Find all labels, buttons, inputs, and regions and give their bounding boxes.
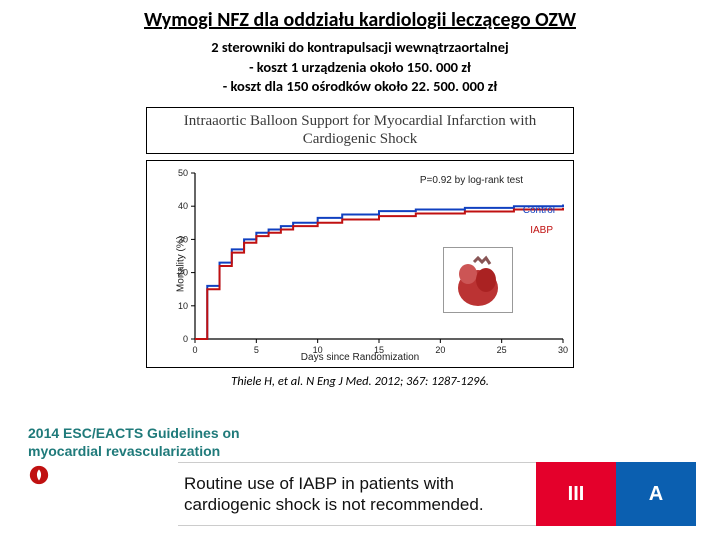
recommendation-row: Routine use of IABP in patients with car… xyxy=(178,462,696,526)
recommendation-level-box: A xyxy=(616,462,696,526)
recommendation-text: Routine use of IABP in patients with car… xyxy=(178,462,536,526)
heart-inset xyxy=(443,247,513,313)
guidelines-header: 2014 ESC/EACTS Guidelines on myocardial … xyxy=(28,425,280,460)
svg-text:40: 40 xyxy=(178,201,188,211)
esc-logo-icon xyxy=(28,464,50,486)
subtitle-line: - koszt 1 urządzenia około 150. 000 zł xyxy=(0,58,720,78)
chart-container: 01020304050051015202530 Mortality (%) Da… xyxy=(146,160,574,368)
x-axis-label: Days since Randomization xyxy=(147,352,573,363)
subtitle-line: 2 sterowniki do kontrapulsacji wewnątrza… xyxy=(0,38,720,58)
svg-text:10: 10 xyxy=(178,301,188,311)
y-axis-label: Mortality (%) xyxy=(176,236,187,292)
subtitle-block: 2 sterowniki do kontrapulsacji wewnątrza… xyxy=(0,38,720,97)
svg-text:50: 50 xyxy=(178,168,188,178)
citation-text: Thiele H, et al. N Eng J Med. 2012; 367:… xyxy=(0,374,720,389)
study-title-box: Intraaortic Balloon Support for Myocardi… xyxy=(146,107,574,155)
heart-icon xyxy=(444,248,514,314)
subtitle-line: - koszt dla 150 ośrodków około 22. 500. … xyxy=(0,77,720,97)
guidelines-header-text: 2014 ESC/EACTS Guidelines on myocardial … xyxy=(28,425,280,460)
svg-text:0: 0 xyxy=(183,334,188,344)
legend-iabp: IABP xyxy=(530,225,553,236)
recommendation-class-box: III xyxy=(536,462,616,526)
mortality-chart: 01020304050051015202530 Mortality (%) Da… xyxy=(146,160,574,368)
page-title: Wymogi NFZ dla oddziału kardiologii lecz… xyxy=(0,0,720,36)
legend-control: Control xyxy=(523,205,555,216)
p-value-text: P=0.92 by log-rank test xyxy=(420,175,523,186)
